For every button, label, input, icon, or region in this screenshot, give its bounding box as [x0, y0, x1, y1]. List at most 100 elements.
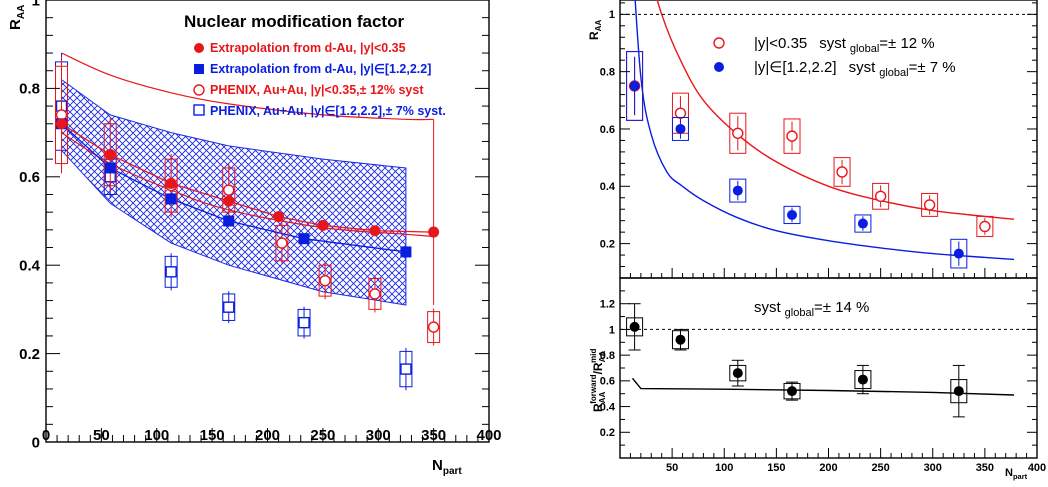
y-tick-label: 0.6 [19, 169, 40, 186]
data-point [56, 118, 68, 130]
top-legend-label-mid: |y|<0.35 [754, 35, 807, 52]
left-panel: 0 0.2 0.4 0.6 0.8 1 0 50 100 150 200 250 300 350 400 N… [7, 0, 502, 477]
x-tick-label: 0 [42, 427, 50, 444]
top-legend-syst-mid: syst [819, 35, 847, 52]
bottom-ylabel-den: R [591, 362, 605, 371]
syst-box [921, 192, 939, 217]
data-point [732, 368, 743, 379]
y-tick-label: 1 [32, 0, 40, 9]
data-point [298, 316, 310, 329]
y-tick-label: 0.8 [19, 81, 40, 98]
x-tick-label: 100 [715, 462, 733, 474]
right-xlabel: N [1005, 467, 1013, 479]
data-point [165, 266, 177, 278]
legend-label-phenix-mid: PHENIX, Au+Au, |y|<0.35,± 12% syst [210, 83, 424, 97]
left-points [55, 53, 441, 391]
data-point [787, 386, 798, 397]
syst-box [872, 182, 890, 210]
band-upper-mid [61, 52, 434, 121]
bottom-ylabel-den-sup: mid [589, 349, 598, 363]
x-tick-label: 400 [1028, 462, 1046, 474]
data-point [979, 220, 991, 233]
data-point [165, 177, 177, 189]
top-legend-marker-mid [713, 37, 725, 49]
bottom-y-axis-title: RAAforward/RAAmid [589, 349, 607, 412]
y-tick-label: 0.2 [600, 238, 615, 250]
x-tick-label: 300 [924, 462, 942, 474]
left-curves [61, 123, 434, 253]
x-tick-label: 50 [666, 462, 678, 474]
ratio-model-curve [631, 377, 1015, 396]
data-point [787, 209, 798, 220]
syst-box [783, 205, 801, 225]
top-legend-row-mid: |y|<0.35 syst global=± 12 % [754, 35, 935, 55]
data-point [273, 211, 285, 223]
data-point [629, 80, 640, 91]
svg-text:RAAforward/RAAmid: RAAforward/RAAmid [589, 349, 607, 412]
top-legend: |y|<0.35 syst global=± 12 % |y|∈[1.2,2.2] s… [713, 35, 956, 79]
y-tick-label: 0.2 [19, 346, 40, 363]
left-ylabel: R [7, 19, 24, 30]
extrap-mid-line [61, 123, 434, 233]
syst-box [833, 157, 851, 187]
data-point [857, 218, 868, 229]
x-tick-label: 250 [310, 427, 335, 444]
data-point [223, 195, 235, 207]
y-tick-label: 0 [32, 434, 40, 451]
data-point [428, 226, 440, 238]
data-point [836, 166, 848, 178]
left-axes: 0 0.2 0.4 0.6 0.8 1 0 50 100 150 200 250 300 350 400 [19, 0, 502, 451]
legend-marker-extrap-mid [194, 43, 204, 53]
model-curve-fwd [634, 0, 1015, 261]
x-tick-label: 200 [819, 462, 837, 474]
y-tick-label: 0.8 [600, 66, 615, 78]
syst-box [950, 238, 968, 269]
svg-text:RAA: RAA [7, 5, 27, 30]
data-point [675, 123, 686, 134]
bottom-ylabel-num: R [591, 403, 605, 412]
legend-marker-phenix-mid [193, 84, 205, 96]
y-tick-label: 0.2 [600, 427, 615, 439]
data-point [786, 130, 798, 142]
y-tick-label: 0.6 [600, 124, 615, 136]
data-point [675, 334, 686, 345]
data-point [298, 233, 310, 245]
legend-marker-extrap-fwd [194, 64, 204, 74]
left-legend: Extrapolation from d-Au, |y|<0.35 Extrap… [193, 41, 446, 118]
top-legend-row-fwd: |y|∈[1.2,2.2] syst global=± 7 % [754, 59, 956, 79]
syst-box [671, 117, 689, 141]
legend-label-extrap-fwd: Extrapolation from d-Au, |y|∈[1.2,2.2] [210, 62, 431, 76]
top-legend-label-fwd: |y|∈[1.2,2.2] [754, 59, 837, 76]
data-point [629, 321, 640, 332]
bottom-annotation-text: syst [754, 299, 782, 316]
data-point [874, 190, 887, 203]
x-tick-label: 50 [93, 427, 110, 444]
data-point [104, 162, 116, 174]
data-point [427, 321, 440, 333]
right-bottom-panel: 50 100 150 200 250 300 350 4000.20.40.60.811.2 … [589, 277, 1046, 481]
data-point [104, 149, 116, 161]
data-point [400, 363, 412, 375]
bottom-curves [631, 377, 1015, 396]
x-tick-label: 150 [200, 427, 225, 444]
top-legend-syst-fwd: syst [849, 59, 877, 76]
y-tick-label: 0.8 [600, 350, 615, 362]
syst-box [976, 215, 994, 237]
model-curve-mid [656, 0, 1015, 220]
y-tick-label: 1 [609, 9, 615, 21]
left-y-axis-title: RAA [7, 5, 27, 30]
bottom-ylabel-slash: / [591, 370, 605, 374]
left-x-axis-title: Npart [432, 457, 462, 477]
left-ylabel-sub: AA [16, 5, 27, 19]
data-point [276, 237, 288, 249]
bottom-annotation-val: =± 14 % [814, 299, 869, 316]
x-tick-label: 350 [421, 427, 446, 444]
x-tick-label: 400 [476, 427, 501, 444]
right-top-panel: 0.20.40.60.81 |y|<0.35 syst global=± 12 % … [587, 0, 1038, 279]
data-point [857, 374, 868, 385]
data-point [319, 274, 331, 287]
data-point [317, 219, 329, 231]
svg-text:RAA: RAA [587, 20, 603, 40]
x-tick-label: 250 [871, 462, 889, 474]
top-ylabel-sub: AA [594, 20, 603, 32]
